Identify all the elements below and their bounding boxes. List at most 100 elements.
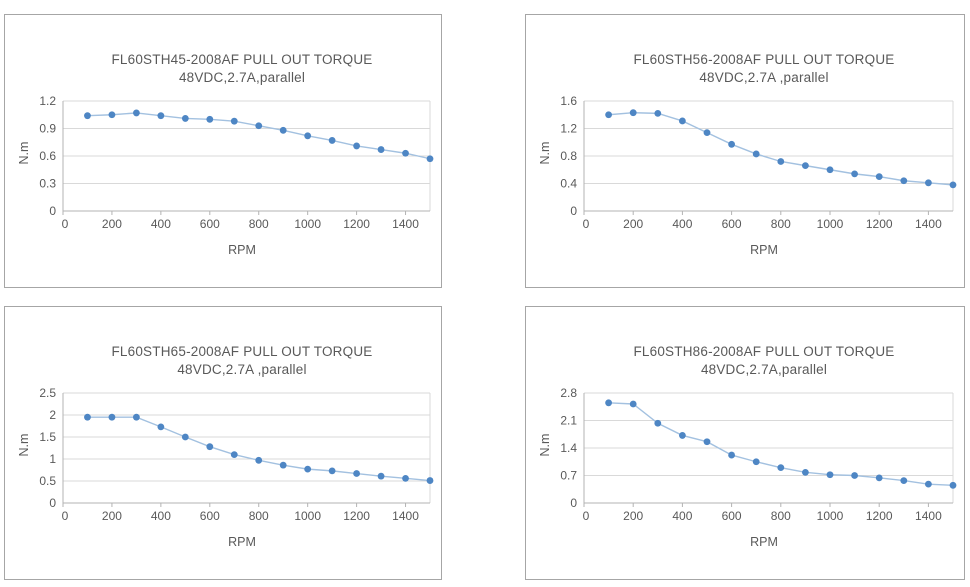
x-tick-label: 200 [623, 509, 643, 523]
series-line [87, 416, 431, 482]
x-tick-label: 800 [771, 217, 791, 231]
x-tick-label: 400 [151, 217, 171, 231]
y-tick-label: 1.2 [39, 94, 56, 108]
chart-title-line1: FL60STH86-2008AF PULL OUT TORQUE [633, 344, 895, 359]
data-point-marker [875, 173, 883, 181]
x-tick-label: 600 [200, 217, 220, 231]
data-point-marker [279, 126, 287, 134]
data-point-marker [703, 129, 711, 137]
x-tick-label: 0 [583, 217, 590, 231]
y-axis-label: N.m [538, 433, 552, 457]
data-point-marker [851, 170, 858, 178]
data-point-marker [777, 158, 785, 165]
x-tick-label: 0 [583, 509, 590, 523]
y-tick-label: 2 [49, 408, 56, 422]
data-point-marker [949, 181, 957, 189]
x-tick-label: 1000 [817, 509, 844, 523]
chart-title: FL60STH86-2008AF PULL OUT TORQUE 48VDC,2… [572, 343, 956, 379]
data-point-marker [206, 443, 214, 451]
data-point-marker [826, 166, 834, 174]
data-point-marker [605, 399, 612, 407]
x-tick-label: 1200 [866, 217, 893, 231]
data-point-marker [900, 177, 908, 185]
y-tick-label: 0 [570, 496, 577, 510]
y-tick-label: 0 [570, 204, 577, 218]
x-tick-label: 1400 [915, 217, 942, 231]
x-tick-label: 1400 [392, 509, 419, 523]
y-tick-label: 0.7 [560, 469, 577, 483]
data-point-marker [679, 117, 686, 125]
chart-panel-fl60sth65: FL60STH65-2008AF PULL OUT TORQUE 48VDC,2… [4, 306, 442, 580]
y-tick-label: 0.6 [39, 149, 56, 163]
y-tick-label: 0 [49, 204, 56, 218]
data-point-marker [426, 477, 434, 484]
x-tick-label: 1000 [294, 217, 321, 231]
x-tick-label: 0 [62, 217, 69, 231]
chart-title-line1: FL60STH56-2008AF PULL OUT TORQUE [633, 52, 895, 67]
data-point-marker [629, 400, 637, 408]
data-point-marker [133, 109, 140, 117]
data-point-marker [353, 470, 360, 477]
data-point-marker [679, 432, 686, 439]
x-tick-label: 200 [623, 217, 643, 231]
y-tick-label: 1.5 [39, 430, 56, 444]
x-tick-label: 200 [102, 509, 122, 523]
y-tick-label: 2.5 [39, 386, 56, 400]
data-point-marker [728, 451, 735, 459]
chart-title-line1: FL60STH65-2008AF PULL OUT TORQUE [111, 344, 373, 359]
data-point-marker [703, 438, 711, 446]
x-axis-label: RPM [750, 535, 778, 549]
x-tick-label: 200 [102, 217, 122, 231]
data-point-marker [157, 423, 165, 431]
data-point-marker [605, 111, 612, 119]
x-tick-label: 0 [62, 509, 69, 523]
data-point-marker [426, 155, 434, 163]
data-point-marker [900, 477, 908, 485]
data-point-marker [802, 468, 809, 476]
chart-canvas: 0 200 400 600 800 1000 1200 1400 0 0.7 1.4 2.1 2.8 [560, 386, 957, 523]
y-axis-label: N.m [538, 141, 552, 165]
data-point-marker [84, 112, 91, 120]
data-point-marker [230, 451, 238, 458]
data-point-marker [654, 419, 662, 427]
chart-canvas: 0 200 400 600 800 1000 1200 1400 0 0.5 1 1.5 2 2.5 [39, 386, 434, 523]
data-point-marker [133, 413, 140, 421]
data-point-marker [402, 474, 409, 482]
chart-title: FL60STH65-2008AF PULL OUT TORQUE 48VDC,2… [51, 343, 433, 379]
chart-title-line2: 48VDC,2.7A ,parallel [699, 70, 829, 85]
data-point-marker [402, 149, 409, 157]
chart-title-line2: 48VDC,2.7A,parallel [700, 362, 828, 377]
data-point-marker [802, 162, 809, 170]
data-point-marker [108, 413, 116, 421]
x-tick-label: 600 [722, 217, 742, 231]
data-point-marker [157, 112, 165, 120]
data-point-marker [629, 109, 637, 117]
chart-title: FL60STH45-2008AF PULL OUT TORQUE 48VDC,2… [51, 51, 433, 87]
x-tick-label: 1200 [343, 509, 370, 523]
data-point-marker [181, 433, 189, 441]
data-point-marker [279, 461, 287, 469]
x-tick-label: 600 [200, 509, 220, 523]
y-tick-label: 1 [49, 452, 56, 466]
data-point-marker [255, 456, 263, 464]
data-point-marker [181, 115, 189, 122]
data-point-marker [377, 472, 385, 480]
y-tick-label: 0.5 [39, 474, 56, 488]
data-point-marker [851, 472, 858, 479]
chart-panel-fl60sth45: FL60STH45-2008AF PULL OUT TORQUE 48VDC,2… [4, 14, 442, 288]
y-tick-label: 0.4 [560, 177, 577, 191]
chart-panel-fl60sth86: FL60STH86-2008AF PULL OUT TORQUE 48VDC,2… [525, 306, 965, 580]
series-line [608, 111, 954, 186]
data-point-marker [728, 140, 735, 148]
x-axis-label: RPM [750, 243, 778, 257]
chart-panel-fl60sth56: FL60STH56-2008AF PULL OUT TORQUE 48VDC,2… [525, 14, 965, 288]
data-point-marker [752, 150, 760, 158]
x-tick-label: 1000 [294, 509, 321, 523]
data-point-marker [108, 111, 116, 119]
x-tick-label: 1000 [817, 217, 844, 231]
data-point-marker [925, 179, 932, 187]
data-point-marker [230, 117, 238, 125]
y-tick-label: 0.3 [39, 177, 56, 191]
data-point-marker [377, 146, 385, 153]
